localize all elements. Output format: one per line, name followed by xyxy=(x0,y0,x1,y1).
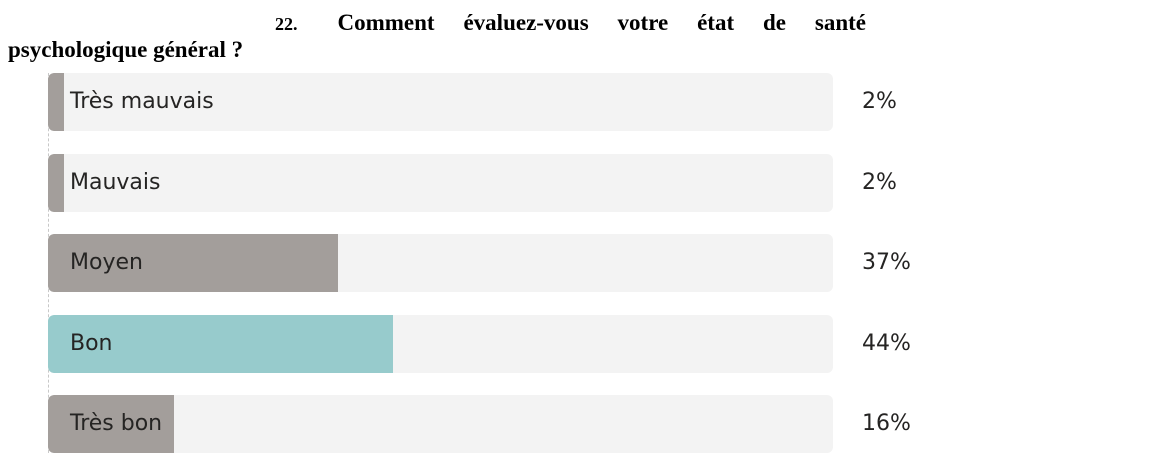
bar-track: Très mauvais xyxy=(48,73,833,131)
bar-track: Moyen xyxy=(48,234,833,292)
bar-track: Bon xyxy=(48,314,833,373)
bar xyxy=(48,73,64,131)
category-label: Bon xyxy=(70,330,113,356)
title-text: Comment évaluez-vous votre état de santé… xyxy=(8,10,866,62)
value-label: 44% xyxy=(862,330,911,356)
question-number: 22. xyxy=(275,14,298,34)
category-label: Très mauvais xyxy=(70,89,214,114)
value-label: 37% xyxy=(862,250,911,275)
bar xyxy=(48,153,64,212)
bar-track: Très bon xyxy=(48,395,833,453)
value-label: 2% xyxy=(862,169,897,195)
bar xyxy=(48,234,339,292)
bar xyxy=(48,395,174,453)
value-label: 16% xyxy=(862,411,911,436)
bar-track: Mauvais xyxy=(48,153,833,212)
question-title: 22. Comment évaluez-vous votre état de sa… xyxy=(8,10,866,62)
category-label: Mauvais xyxy=(70,169,161,195)
value-label: 2% xyxy=(862,89,897,114)
bar xyxy=(48,314,394,373)
category-label: Moyen xyxy=(70,250,143,275)
category-label: Très bon xyxy=(70,411,163,436)
